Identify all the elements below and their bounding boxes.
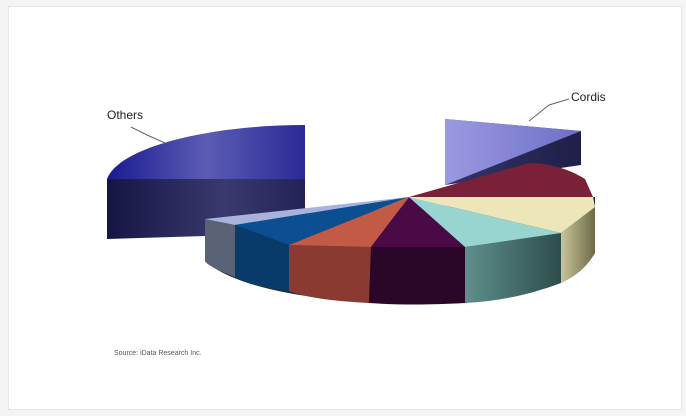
pie-chart: Others Cordis xyxy=(107,90,606,305)
label-others-group: Others xyxy=(107,108,166,144)
chart-frame: Others Cordis Source: iData Research Inc… xyxy=(8,6,682,410)
pie-top xyxy=(205,163,595,247)
label-cordis: Cordis xyxy=(571,90,606,104)
label-others: Others xyxy=(107,108,143,122)
source-note: Source: iData Research Inc. xyxy=(114,350,202,357)
label-cordis-group: Cordis xyxy=(528,90,606,122)
